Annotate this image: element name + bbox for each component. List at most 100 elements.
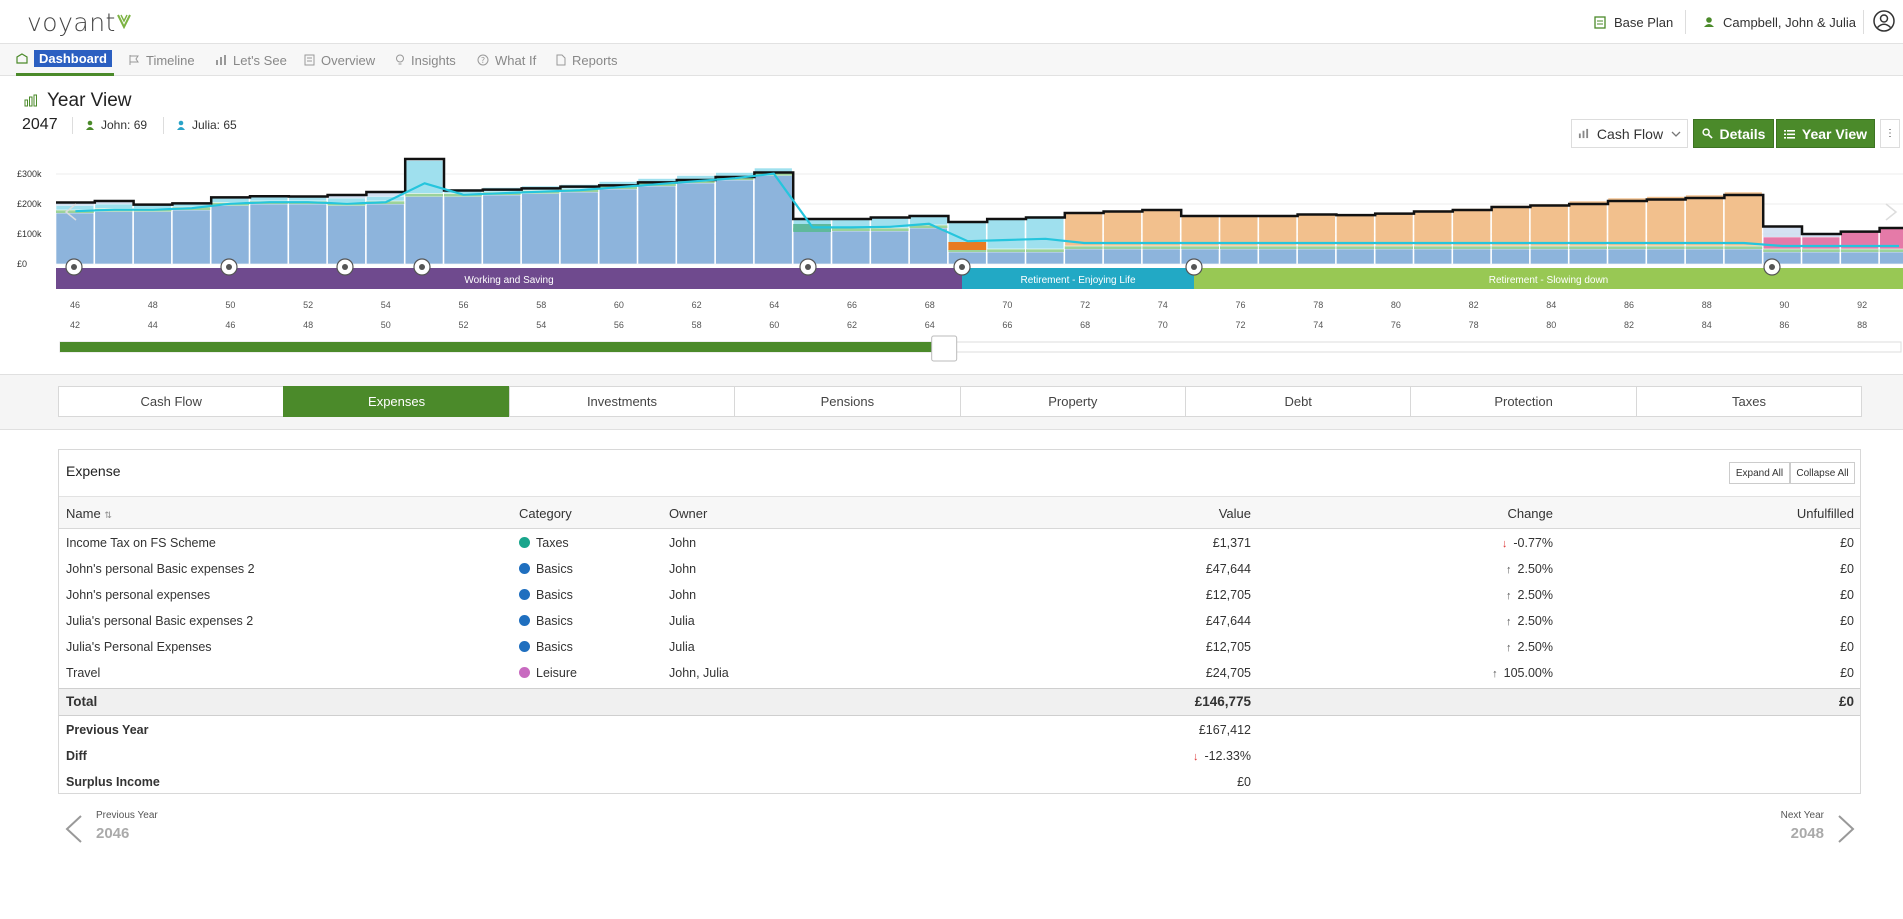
nav-reports[interactable]: Reports bbox=[556, 44, 618, 76]
expense-category: Taxes bbox=[519, 536, 569, 550]
age-tick-john: 60 bbox=[614, 300, 624, 310]
previous-year-link[interactable]: Previous Year 2046 bbox=[64, 810, 194, 846]
table-row[interactable]: Julia's Personal Expenses Basics Julia £12,… bbox=[59, 635, 1860, 661]
bar-segment bbox=[133, 211, 172, 265]
nav-label: Timeline bbox=[146, 52, 195, 68]
expense-change: ↑ 2.50% bbox=[1506, 562, 1553, 576]
age-tick-john: 84 bbox=[1546, 300, 1556, 310]
tab-protection[interactable]: Protection bbox=[1410, 386, 1637, 417]
table-row[interactable]: John's personal expenses Basics John £12,70… bbox=[59, 583, 1860, 609]
age-tick-julia: 72 bbox=[1235, 320, 1245, 330]
bar-segment bbox=[1569, 246, 1607, 249]
bar-segment bbox=[1413, 209, 1453, 247]
sort-icon[interactable]: ⇅ bbox=[104, 510, 112, 520]
bar-segment bbox=[1297, 248, 1336, 265]
bar-segment bbox=[1219, 248, 1259, 265]
year-view-button[interactable]: Year View bbox=[1776, 119, 1875, 148]
bar-segment bbox=[1258, 246, 1297, 249]
user-account-icon[interactable] bbox=[1873, 10, 1895, 32]
age-tick-john: 56 bbox=[458, 300, 468, 310]
table-row[interactable]: Julia's personal Basic expenses 2 Basics J… bbox=[59, 609, 1860, 635]
list-icon bbox=[1783, 129, 1795, 139]
tab-taxes[interactable]: Taxes bbox=[1635, 386, 1863, 417]
table-row[interactable]: John's personal Basic expenses 2 Basics Jo… bbox=[59, 557, 1860, 583]
bar-segment bbox=[1414, 246, 1452, 249]
nav-lets-see[interactable]: Let's See bbox=[215, 44, 287, 76]
bar-segment bbox=[1336, 214, 1375, 247]
chart-prev-arrow-icon bbox=[64, 203, 77, 221]
tab-investments[interactable]: Investments bbox=[508, 386, 736, 417]
category-dot-icon bbox=[519, 667, 530, 678]
more-menu-button[interactable]: ⋮ bbox=[1880, 119, 1900, 148]
bar-segment bbox=[1646, 248, 1685, 265]
nav-dashboard[interactable]: Dashboard bbox=[16, 44, 114, 76]
bar-segment bbox=[1724, 191, 1763, 247]
phase-label: Retirement - Slowing down bbox=[1489, 275, 1609, 286]
bar-segment bbox=[1258, 248, 1297, 265]
nav-overview[interactable]: Overview bbox=[304, 44, 375, 76]
age-tick-julia: 64 bbox=[925, 320, 935, 330]
tab-cash-flow[interactable]: Cash Flow bbox=[58, 386, 285, 417]
tab-property[interactable]: Property bbox=[959, 386, 1186, 417]
age-tick-john: 92 bbox=[1857, 300, 1867, 310]
total-row: Total £146,775 £0 bbox=[59, 688, 1860, 716]
bar-segment bbox=[1219, 215, 1259, 247]
nav-timeline[interactable]: Timeline bbox=[128, 44, 195, 76]
client-selector[interactable]: Campbell, John & Julia bbox=[1703, 0, 1856, 44]
details-button[interactable]: Details bbox=[1693, 119, 1774, 148]
nav-insights[interactable]: Insights bbox=[395, 44, 456, 76]
app-logo[interactable]: voyant bbox=[27, 8, 116, 37]
bar-segment bbox=[1297, 246, 1336, 249]
tab-debt[interactable]: Debt bbox=[1185, 386, 1412, 417]
header-divider-2 bbox=[1863, 10, 1864, 34]
tab-pensions[interactable]: Pensions bbox=[734, 386, 961, 417]
bar-segment bbox=[715, 179, 754, 265]
nav-what-if[interactable]: ? What If bbox=[477, 44, 536, 76]
bar-segment bbox=[210, 197, 250, 203]
cashflow-label: Cash Flow bbox=[1596, 125, 1664, 142]
bar-segment bbox=[1801, 251, 1841, 265]
plan-selector[interactable]: Base Plan bbox=[1594, 0, 1673, 44]
cashflow-dropdown[interactable]: Cash Flow bbox=[1571, 119, 1688, 148]
expense-unfulfilled: £0 bbox=[1840, 614, 1854, 628]
report-icon bbox=[556, 54, 566, 66]
age-tick-john: 78 bbox=[1313, 300, 1323, 310]
collapse-all-button[interactable]: Collapse All bbox=[1790, 462, 1855, 484]
column-header-name[interactable]: Name ⇅ bbox=[66, 506, 112, 521]
surplus-label: Surplus Income bbox=[66, 775, 160, 789]
bar-segment bbox=[404, 196, 444, 265]
diff-value: -12.33% bbox=[1204, 749, 1251, 763]
age-tick-julia: 76 bbox=[1391, 320, 1401, 330]
next-year-link[interactable]: Next Year 2048 bbox=[1740, 810, 1858, 846]
bar-segment bbox=[288, 203, 327, 265]
bar-segment bbox=[327, 197, 366, 203]
svg-text:?: ? bbox=[481, 56, 485, 65]
column-header-category: Category bbox=[519, 506, 572, 521]
age-tick-john: 72 bbox=[1080, 300, 1090, 310]
expense-unfulfilled: £0 bbox=[1840, 588, 1854, 602]
year-view-label: Year View bbox=[1801, 125, 1868, 142]
nav-label: Let's See bbox=[233, 52, 287, 68]
tab-expenses[interactable]: Expenses bbox=[283, 386, 510, 417]
bar-segment bbox=[1103, 211, 1142, 247]
bar-segment bbox=[94, 211, 133, 265]
table-row[interactable]: Income Tax on FS Scheme Taxes John £1,371 ↓ -… bbox=[59, 531, 1860, 557]
bar-segment bbox=[1762, 236, 1802, 250]
expense-unfulfilled: £0 bbox=[1840, 562, 1854, 576]
bar-segment bbox=[172, 209, 211, 265]
year-slider-handle[interactable] bbox=[931, 335, 958, 362]
age-tick-john: 86 bbox=[1624, 300, 1634, 310]
bar-segment bbox=[1064, 246, 1103, 249]
age-tick-julia: 50 bbox=[381, 320, 391, 330]
y-tick-label: £200k bbox=[17, 199, 42, 209]
bar-segment bbox=[1840, 249, 1879, 252]
table-row[interactable]: Travel Leisure John, Julia £24,705 ↑ 105.00% £… bbox=[59, 661, 1860, 687]
expand-all-button[interactable]: Expand All bbox=[1729, 462, 1790, 484]
expense-name: Julia's Personal Expenses bbox=[66, 640, 212, 654]
previous-year-row: Previous Year £167,412 bbox=[59, 718, 1860, 744]
bar-segment bbox=[1064, 248, 1103, 265]
bar-segment bbox=[1607, 248, 1647, 265]
bar-segment bbox=[1336, 246, 1375, 249]
document-icon bbox=[304, 54, 315, 66]
category-dot-icon bbox=[519, 615, 530, 626]
